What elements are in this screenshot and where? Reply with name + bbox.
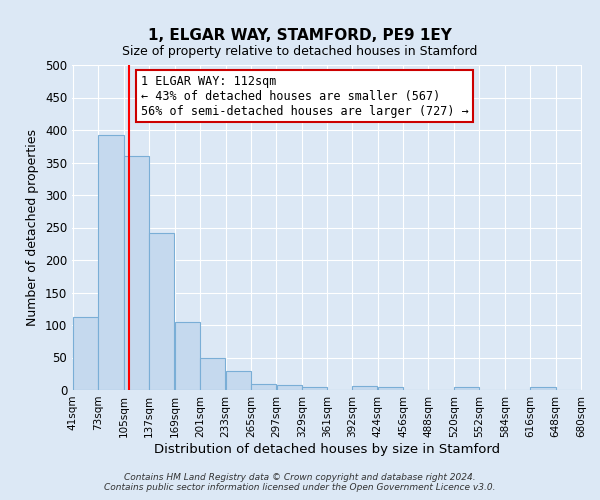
Bar [200, 358, 226, 390]
Bar [251, 384, 276, 390]
Bar [530, 387, 556, 390]
Bar [302, 387, 327, 390]
Bar [226, 370, 251, 390]
Text: 1 ELGAR WAY: 112sqm
← 43% of detached houses are smaller (567)
56% of semi-detac: 1 ELGAR WAY: 112sqm ← 43% of detached ho… [141, 74, 469, 118]
Bar [98, 134, 124, 390]
Bar [352, 386, 377, 390]
Text: Size of property relative to detached houses in Stamford: Size of property relative to detached ho… [122, 45, 478, 58]
Text: Contains HM Land Registry data © Crown copyright and database right 2024.: Contains HM Land Registry data © Crown c… [124, 473, 476, 482]
Bar [378, 387, 403, 390]
Bar [73, 317, 98, 390]
Text: Contains public sector information licensed under the Open Government Licence v3: Contains public sector information licen… [104, 483, 496, 492]
Bar [277, 386, 302, 390]
X-axis label: Distribution of detached houses by size in Stamford: Distribution of detached houses by size … [154, 442, 500, 456]
Bar [454, 387, 479, 390]
Text: 1, ELGAR WAY, STAMFORD, PE9 1EY: 1, ELGAR WAY, STAMFORD, PE9 1EY [148, 28, 452, 42]
Bar [124, 156, 149, 390]
Bar [175, 322, 200, 390]
Y-axis label: Number of detached properties: Number of detached properties [26, 129, 40, 326]
Bar [149, 232, 175, 390]
